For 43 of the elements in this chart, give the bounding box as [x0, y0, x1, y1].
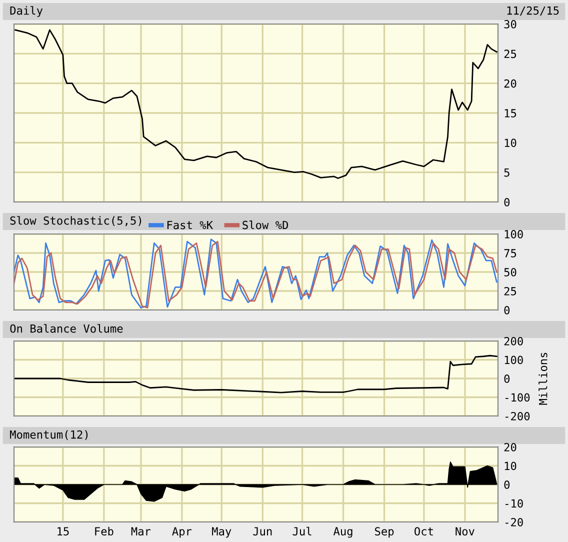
y-axis-title: Millions — [538, 352, 548, 405]
y-tick-label: -200 — [505, 412, 530, 420]
x-tick-label: 15 — [58, 527, 69, 536]
x-tick-label: Sep — [374, 527, 394, 538]
line-series — [14, 354, 498, 394]
x-tick-label: Oct — [414, 527, 433, 536]
y-tick-label: 10 — [504, 138, 516, 148]
legend-label: Fast %K — [167, 220, 213, 230]
y-tick-label: 100 — [504, 356, 523, 364]
x-tick-label: Jul — [292, 526, 312, 536]
y-tick-label: 200 — [504, 337, 523, 346]
chart-title: Daily — [10, 6, 43, 17]
x-tick-label: Aug — [333, 527, 352, 538]
y-tick-label: 100 — [504, 230, 523, 238]
x-tick-label: Apr — [172, 527, 192, 538]
x-tick-label: Feb — [95, 526, 114, 536]
x-tick-label: May — [212, 527, 232, 538]
chart-title: Momentum(12) — [10, 430, 88, 440]
chart-title: Slow Stochastic(5,5) — [10, 216, 142, 226]
y-tick-label: 75 — [504, 249, 516, 258]
y-tick-label: 5 — [504, 168, 510, 177]
y-tick-label: 20 — [504, 443, 516, 452]
legend-label: Slow %D — [242, 220, 288, 230]
y-tick-label: 10 — [504, 462, 516, 470]
y-tick-label: -10 — [505, 499, 523, 508]
text: 11/25/15 — [507, 6, 559, 16]
chart-title: On Balance Volume — [10, 324, 123, 333]
y-tick-label: 25 — [504, 50, 516, 58]
y-tick-label: -100 — [505, 393, 530, 402]
y-tick-label: 20 — [504, 79, 516, 88]
y-tick-label: 0 — [504, 480, 510, 489]
y-tick-label: 25 — [504, 287, 516, 296]
x-tick-label: Nov — [456, 527, 474, 536]
x-tick-label: Mar — [131, 527, 151, 536]
y-tick-label: 0 — [504, 306, 510, 314]
y-tick-label: -20 — [505, 518, 523, 526]
y-tick-label: 15 — [504, 109, 516, 118]
y-tick-label: 0 — [504, 198, 510, 206]
line-series — [14, 29, 498, 179]
x-tick-label: Jun — [253, 527, 272, 536]
y-tick-label: 50 — [504, 268, 516, 276]
y-tick-label: 0 — [504, 374, 510, 383]
y-tick-label: 30 — [504, 20, 516, 28]
